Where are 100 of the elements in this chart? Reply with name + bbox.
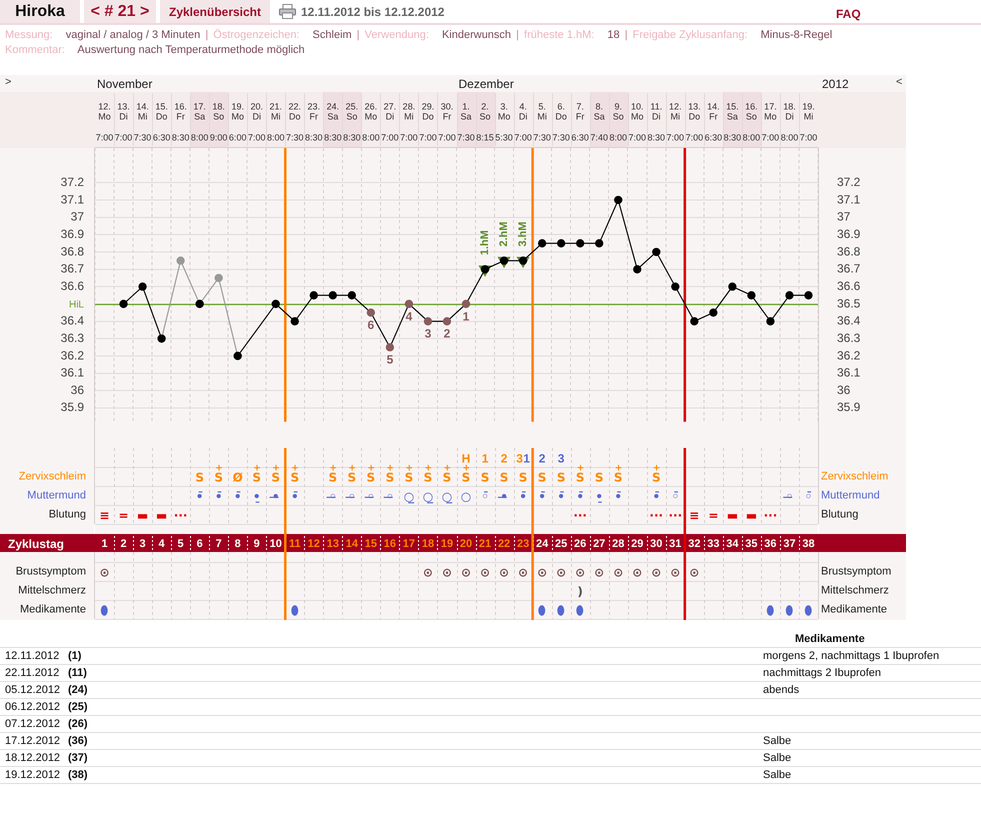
x-tick-label: 23. Fr 8:30 [305, 101, 323, 142]
x-tick-label: 8. Sa 7:40 [590, 101, 608, 142]
text: S [594, 470, 604, 484]
annotation: 2 [500, 452, 508, 466]
y-tick-label: 37.2 [60, 174, 84, 189]
y-tick-label: 36.2 [60, 348, 84, 362]
x-tick-label: 14 [346, 538, 359, 550]
text: S [500, 470, 508, 484]
text: Zyklenübersicht [168, 4, 262, 18]
x-tick-label: 16 [384, 538, 396, 550]
annotation: H [462, 452, 470, 466]
text: ⊙ [575, 566, 586, 580]
y-tick-label: 36.4 [60, 314, 84, 328]
annotation: 2 [538, 452, 546, 466]
text: ⊙ [556, 566, 566, 580]
annotation: 1 [462, 309, 470, 324]
x-tick-label: 9 [254, 538, 260, 550]
x-tick-label: 29. Do 7:00 [419, 101, 437, 142]
x-tick-label: 17 [402, 538, 416, 550]
annotation: 3 [424, 326, 432, 341]
annotation: 1 [482, 452, 489, 466]
text: ▬ [136, 508, 148, 522]
text: ≡ [689, 508, 700, 522]
text: ∙∙∙ [668, 508, 682, 522]
text: ⊙ [670, 566, 680, 580]
y-tick-label: 37.1 [60, 192, 84, 206]
x-tick-label: 24. Sa 8:30 [324, 101, 342, 142]
x-tick-label: 9. So 8:00 [609, 101, 627, 142]
annotation: 3 [558, 452, 565, 466]
y-tick-label: 36.8 [60, 244, 84, 258]
text: Medikamente [795, 633, 865, 645]
text: •̄ [214, 490, 223, 504]
text: ⊙ [99, 566, 110, 580]
annotation: 1.hM [479, 230, 492, 256]
x-tick-label: 25 [555, 538, 568, 550]
x-tick-label: 30 [650, 538, 662, 550]
chart-title: Hiroka [15, 2, 65, 20]
text: ⊙ [422, 566, 433, 580]
x-tick-label: 12. Mi 7:00 [666, 101, 684, 142]
text: ⊙ [499, 566, 510, 580]
text: 12.11.2012 bis 12.12.2012 [301, 5, 444, 19]
text: ∙∙∙ [174, 508, 188, 522]
annotation: 3 [516, 452, 524, 466]
text: ⊙ [689, 566, 700, 580]
y-tick-label: 36.6 [60, 278, 84, 293]
text: ⊙ [594, 566, 604, 580]
text: ○̲ [442, 490, 452, 504]
text: •̄ [519, 490, 527, 504]
text: ≡ [99, 508, 110, 522]
text: ▬ [746, 508, 758, 522]
x-tick-label: 37 [783, 538, 796, 550]
x-tick-label: 12. Mo 7:00 [96, 101, 114, 142]
text: •̄ [538, 490, 546, 504]
x-tick-label: 20 [460, 538, 472, 550]
text: ⬮ [290, 604, 299, 618]
y-tick-label: 37 [70, 210, 84, 224]
x-tick-label: 34 [726, 538, 740, 550]
x-tick-label: 8 [234, 538, 241, 550]
x-tick-label: 18 [422, 538, 434, 550]
y-tick-label: 35.9 [60, 400, 84, 414]
text: ∙∙∙ [649, 508, 664, 522]
annotation: 6 [368, 318, 375, 332]
text: •̄ [290, 490, 299, 504]
x-tick-label: 13. Do 7:00 [686, 101, 704, 142]
x-tick-label: 29 [631, 538, 644, 550]
text: Messung: vaginal / analog / 3 Minuten | Östrogenzeichen: Schleim | Verwendung: Kinderwunsch | früheste 1.hM: 18 | Freigabe Zyklusanfang: Minus-8-Regel [5, 29, 832, 41]
text: ◦̶ [786, 490, 794, 504]
x-tick-label: 28. Mi 7:00 [400, 101, 418, 142]
x-tick-label: 11. Di 8:30 [648, 101, 666, 142]
text: 17.12.2012 (36) Salbe [5, 735, 792, 747]
annotation: 2.hM [498, 222, 510, 247]
x-tick-label: 36 [764, 538, 777, 550]
text: ○̲ [422, 490, 434, 504]
x-tick-label: 15. Do 6:30 [152, 101, 170, 142]
x-tick-label: 17. Mo 7:00 [762, 101, 780, 142]
x-tick-label: 27 [593, 538, 606, 550]
x-tick-label: 35 [745, 538, 758, 550]
text: ◦̶ [367, 490, 375, 504]
x-tick-label: 30. Fr 7:00 [438, 101, 456, 142]
text: •̶ [272, 490, 280, 504]
text: ⬮ [538, 604, 546, 618]
x-tick-label: 4. Di 7:00 [514, 101, 532, 142]
x-tick-label: 28 [612, 538, 624, 550]
x-tick-label: 13. Di 7:00 [114, 101, 132, 142]
text: •̄ [234, 490, 242, 504]
y-tick-label: Muttermund [821, 490, 880, 502]
text: ⊙ [537, 566, 548, 580]
text: Ø [232, 470, 243, 484]
x-tick-label: 10 [270, 538, 282, 550]
annotation: 1 [523, 452, 530, 466]
x-tick-label: 26. Mo 8:00 [362, 101, 380, 142]
text: < [896, 76, 902, 88]
annotation: 4 [406, 309, 413, 324]
x-tick-label: 32 [688, 538, 700, 550]
text: < # 21 > [90, 2, 150, 20]
x-tick-label: 22 [498, 538, 510, 550]
x-tick-label: 38 [802, 538, 815, 550]
text: November [97, 76, 152, 91]
x-tick-label: 23 [516, 538, 530, 550]
x-tick-label: 7 [216, 538, 222, 550]
